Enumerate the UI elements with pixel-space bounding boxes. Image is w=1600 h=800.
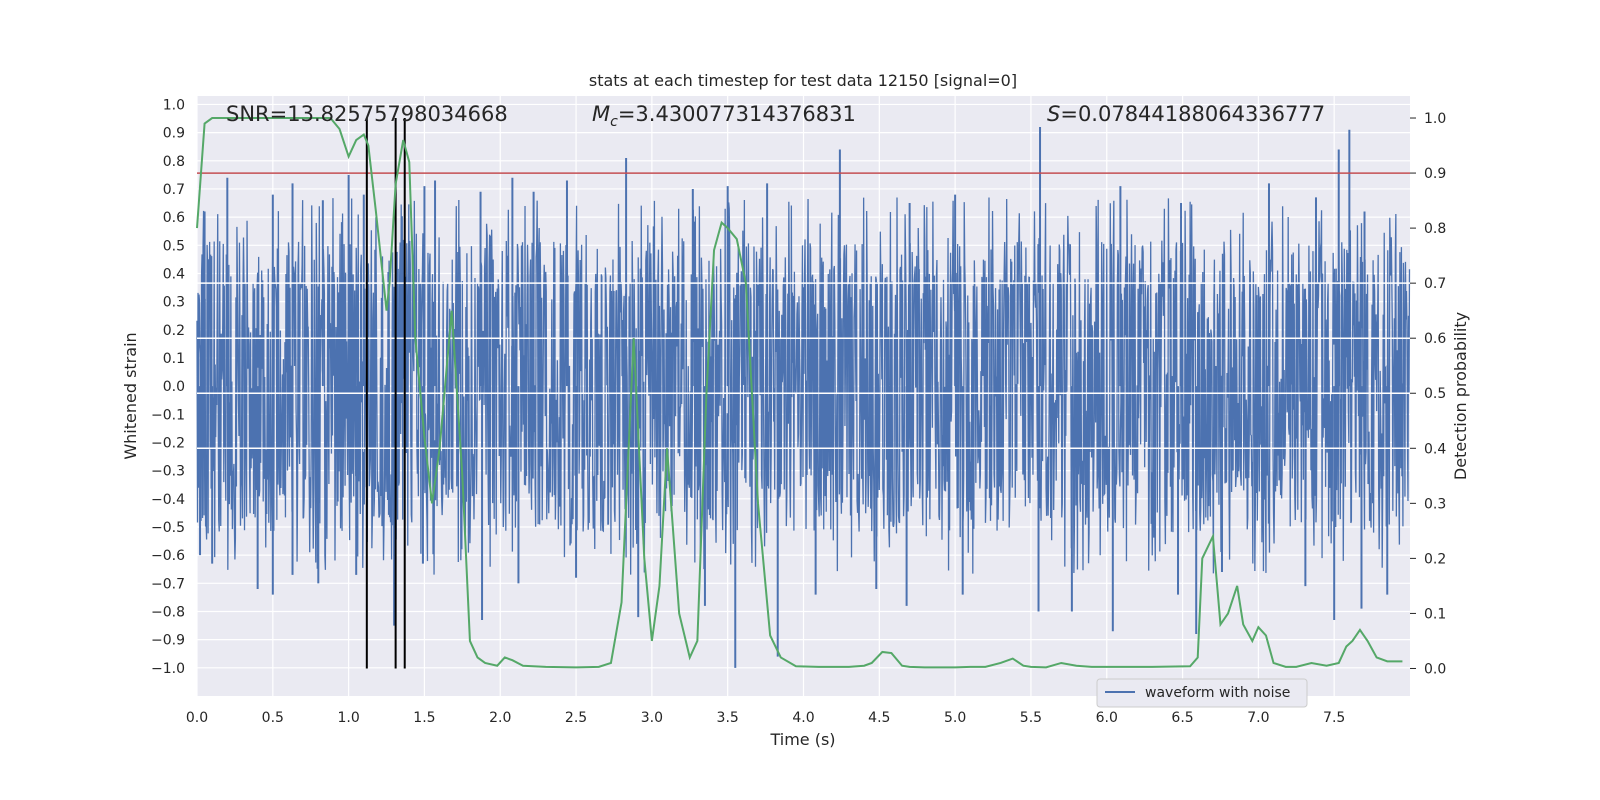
y-tick-label: 0.1 xyxy=(163,351,185,367)
y-right-tick-label: 0.8 xyxy=(1424,221,1446,237)
x-tick-label: 5.0 xyxy=(944,710,966,726)
y-right-tick-label: 0.3 xyxy=(1424,496,1446,512)
chart-title: stats at each timestep for test data 121… xyxy=(589,71,1017,90)
waveform-series xyxy=(196,126,1411,668)
y-tick-label: −0.4 xyxy=(151,492,185,508)
y-right-tick-label: 0.6 xyxy=(1424,331,1446,347)
x-tick-label: 4.5 xyxy=(868,710,890,726)
x-tick-labels: 0.0 0.5 1.0 1.5 2.0 2.5 3.0 3.5 4.0 4.5 5.0 5.5 6.0 6… xyxy=(186,710,1345,726)
legend: waveform with noise xyxy=(1096,678,1308,708)
detection-probability-line xyxy=(196,117,1403,669)
chirp-mass-value: =3.430077314376831 xyxy=(618,102,856,126)
y-tick-label: 0.7 xyxy=(163,182,185,198)
x-tick-label: 2.5 xyxy=(565,710,587,726)
y-tick-labels: 1.0 0.9 0.8 0.7 0.6 0.5 0.4 0.3 0.2 0.1 0.0 −0.1 −0.… xyxy=(151,97,185,676)
chirp-mass-annotation: Mc=3.430077314376831 xyxy=(592,102,856,130)
x-tick-label: 1.0 xyxy=(337,710,359,726)
y-tick-label: −0.2 xyxy=(151,435,185,451)
x-tick-label: 7.0 xyxy=(1247,710,1269,726)
y-tick-label: 1.0 xyxy=(163,97,185,113)
chirp-mass-symbol: M xyxy=(592,102,610,126)
y-tick-label: 0.9 xyxy=(163,126,185,142)
y-tick-label: 0.6 xyxy=(163,210,185,226)
right-axis-grid xyxy=(197,282,1410,450)
y-right-tick-label: 0.9 xyxy=(1424,166,1446,182)
y-right-tick-label: 0.7 xyxy=(1424,276,1446,292)
x-tick-label: 6.5 xyxy=(1171,710,1193,726)
s-value: =0.07844188064336777 xyxy=(1060,102,1325,126)
y-tick-label: −0.8 xyxy=(151,604,185,620)
y-tick-label: 0.2 xyxy=(163,323,185,339)
x-tick-label: 7.5 xyxy=(1323,710,1345,726)
x-tick-label: 3.0 xyxy=(641,710,663,726)
y-right-tick-labels: 1.0 0.9 0.8 0.7 0.6 0.5 0.4 0.3 0.2 0.1 0.0 xyxy=(1410,111,1446,677)
x-axis-label: Time (s) xyxy=(769,730,835,749)
y-axis-label: Whitened strain xyxy=(121,332,140,459)
chirp-mass-subscript: c xyxy=(610,114,618,130)
x-tick-label: 2.0 xyxy=(489,710,511,726)
x-tick-label: 0.0 xyxy=(186,710,208,726)
y-tick-label: 0.0 xyxy=(163,379,185,395)
y-tick-label: −1.0 xyxy=(151,661,185,677)
y-right-tick-label: 0.1 xyxy=(1424,606,1446,622)
y-tick-label: −0.7 xyxy=(151,576,185,592)
vertical-markers xyxy=(365,118,406,669)
waveform-noise xyxy=(196,197,1411,575)
x-tick-label: 0.5 xyxy=(262,710,284,726)
y-right-tick-label: 0.2 xyxy=(1424,551,1446,567)
x-tick-label: 3.5 xyxy=(717,710,739,726)
legend-box xyxy=(1096,678,1308,708)
y-tick-label: −0.5 xyxy=(151,520,185,536)
y-tick-label: −0.3 xyxy=(151,464,185,480)
y-tick-label: 0.3 xyxy=(163,295,185,311)
y-right-tick-label: 0.0 xyxy=(1424,661,1446,677)
y-tick-label: −0.9 xyxy=(151,633,185,649)
y-tick-label: −0.1 xyxy=(151,407,185,423)
x-tick-label: 4.0 xyxy=(792,710,814,726)
x-tick-label: 1.5 xyxy=(413,710,435,726)
x-tick-label: 6.0 xyxy=(1096,710,1118,726)
y-right-tick-label: 1.0 xyxy=(1424,111,1446,127)
y-tick-label: 0.4 xyxy=(163,266,185,282)
y-right-tick-label: 0.4 xyxy=(1424,441,1446,457)
snr-annotation: SNR=13.82575798034668 xyxy=(226,102,508,126)
y-tick-label: 0.5 xyxy=(163,238,185,254)
x-tick-label: 5.5 xyxy=(1020,710,1042,726)
s-symbol: S xyxy=(1047,102,1060,126)
y-right-tick-label: 0.5 xyxy=(1424,386,1446,402)
y-tick-label: 0.8 xyxy=(163,154,185,170)
y-tick-label: −0.6 xyxy=(151,548,185,564)
y-right-axis-label: Detection probability xyxy=(1451,312,1470,480)
s-annotation: S=0.07844188064336777 xyxy=(1047,102,1325,126)
legend-label: waveform with noise xyxy=(1145,685,1290,701)
